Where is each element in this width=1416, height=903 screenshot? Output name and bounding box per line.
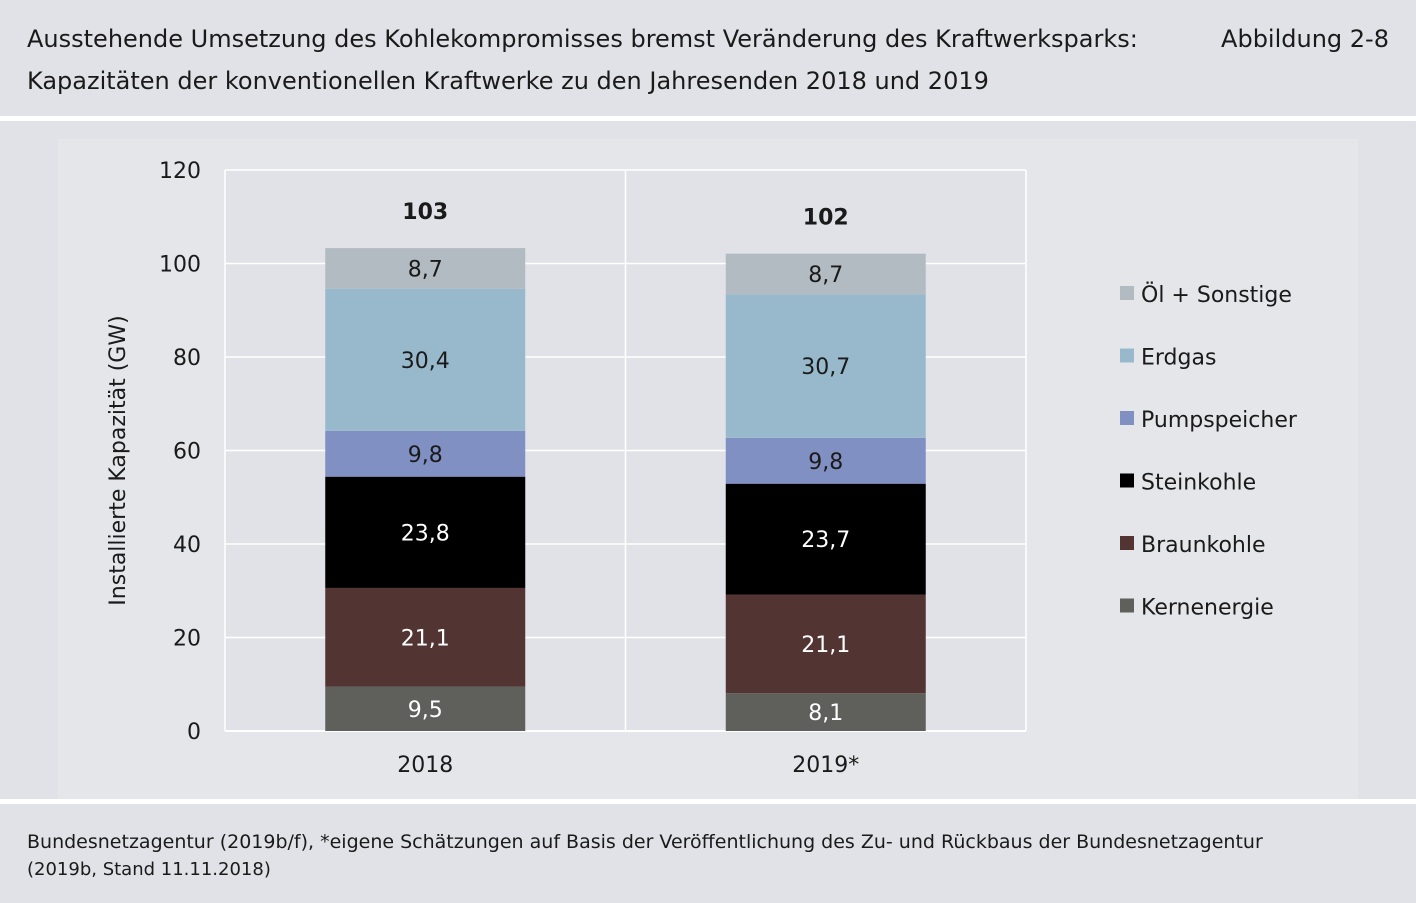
data-label: 30,7 [801, 355, 850, 380]
chart-title: Ausstehende Umsetzung des Kohlekompromis… [27, 25, 1138, 53]
bar-segment [725, 483, 926, 595]
bar-segment [325, 430, 526, 477]
data-label: 23,8 [401, 521, 450, 546]
legend-swatch [1120, 473, 1134, 488]
legend-swatch [1120, 536, 1134, 550]
y-tick-label: 20 [173, 627, 201, 652]
bar-segment [325, 686, 526, 731]
x-tick-label: 2018 [397, 753, 453, 778]
data-label: 21,1 [801, 633, 850, 658]
figure-label: Abbildung 2-8 [1221, 25, 1389, 53]
y-tick-label: 40 [173, 533, 201, 558]
bar-segment [725, 294, 926, 438]
stacked-bar-chart: 0 20 40 60 80 100 120 Installierte Kapazität (G… [58, 139, 1358, 799]
y-tick-label: 100 [159, 253, 201, 278]
data-label: 9,8 [408, 443, 443, 468]
divider-bottom [0, 799, 1416, 804]
bar-segment [325, 476, 526, 588]
total-label: 102 [803, 206, 849, 231]
total-label: 103 [402, 200, 448, 225]
data-label: 9,5 [408, 698, 443, 723]
legend-swatch [1120, 348, 1134, 363]
bar-segment [325, 288, 526, 431]
legend-label: Öl + Sonstige [1141, 282, 1292, 308]
legend-label: Braunkohle [1141, 533, 1266, 558]
legend-swatch [1120, 411, 1134, 425]
y-tick-label: 60 [173, 440, 201, 465]
bar-segment [725, 437, 926, 484]
figure-header: Ausstehende Umsetzung des Kohlekompromis… [0, 0, 1416, 116]
x-tick-label: 2019* [792, 753, 859, 778]
figure-footer: Bundesnetzagentur (2019b/f), *eigene Sch… [27, 828, 1263, 884]
bar-segment [725, 693, 926, 731]
legend-swatch [1120, 286, 1134, 300]
y-tick-label: 80 [173, 346, 201, 371]
data-label: 21,1 [401, 626, 450, 651]
legend-swatch [1120, 598, 1134, 613]
data-label: 9,8 [808, 450, 843, 475]
data-label: 8,7 [408, 257, 443, 282]
bar-segment [725, 253, 926, 295]
legend-label: Kernenergie [1141, 596, 1274, 621]
data-label: 8,7 [808, 263, 843, 288]
chart-subtitle: Kapazitäten der konventionellen Kraftwer… [27, 67, 989, 95]
bar-segment [325, 248, 526, 289]
legend-label: Steinkohle [1141, 471, 1256, 496]
bar-segment [325, 587, 526, 687]
data-label: 23,7 [801, 528, 850, 553]
y-tick-label: 0 [187, 720, 201, 745]
y-tick-label: 120 [159, 159, 201, 184]
divider-top [0, 116, 1416, 121]
source-note-continued: (2019b, Stand 11.11.2018) [27, 859, 271, 880]
legend-label: Pumpspeicher [1141, 408, 1298, 433]
bar-segment [725, 594, 926, 694]
source-note: Bundesnetzagentur (2019b/f), *eigene Sch… [27, 831, 1263, 853]
data-label: 30,4 [401, 349, 450, 374]
y-axis-label: Installierte Kapazität (GW) [106, 315, 131, 605]
legend-label: Erdgas [1141, 346, 1216, 371]
data-label: 8,1 [808, 701, 843, 726]
